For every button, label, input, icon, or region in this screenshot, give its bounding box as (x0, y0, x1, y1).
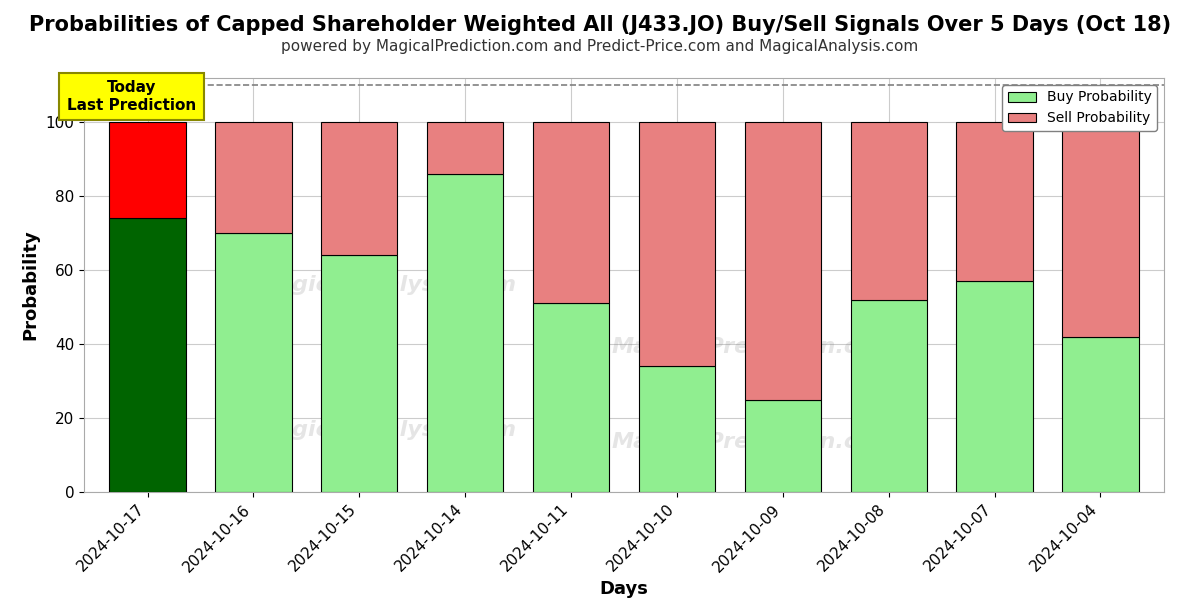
Bar (322, 122, 397, 256)
Bar (1062, 122, 1139, 337)
Bar (533, 122, 610, 304)
Bar (427, 122, 503, 174)
Bar (745, 122, 821, 400)
Bar (851, 122, 926, 300)
Bar (322, 256, 397, 492)
Bar (109, 218, 186, 492)
Bar (427, 174, 503, 492)
Text: Today
Last Prediction: Today Last Prediction (67, 80, 197, 113)
Bar (1062, 337, 1139, 492)
Bar (956, 281, 1033, 492)
Bar (215, 233, 292, 492)
Bar (956, 122, 1033, 281)
Text: MagicalPrediction.com: MagicalPrediction.com (611, 433, 896, 452)
Text: MagicalAnalysis.com: MagicalAnalysis.com (256, 420, 517, 440)
Bar (533, 304, 610, 492)
Bar (109, 122, 186, 218)
Bar (215, 122, 292, 233)
Text: powered by MagicalPrediction.com and Predict-Price.com and MagicalAnalysis.com: powered by MagicalPrediction.com and Pre… (281, 39, 919, 54)
Legend: Buy Probability, Sell Probability: Buy Probability, Sell Probability (1002, 85, 1157, 131)
Bar (638, 122, 715, 367)
X-axis label: Days: Days (600, 580, 648, 598)
Text: MagicalPrediction.com: MagicalPrediction.com (611, 337, 896, 357)
Text: Probabilities of Capped Shareholder Weighted All (J433.JO) Buy/Sell Signals Over: Probabilities of Capped Shareholder Weig… (29, 15, 1171, 35)
Bar (745, 400, 821, 492)
Bar (638, 367, 715, 492)
Y-axis label: Probability: Probability (22, 230, 40, 340)
Bar (851, 300, 926, 492)
Text: MagicalAnalysis.com: MagicalAnalysis.com (256, 275, 517, 295)
